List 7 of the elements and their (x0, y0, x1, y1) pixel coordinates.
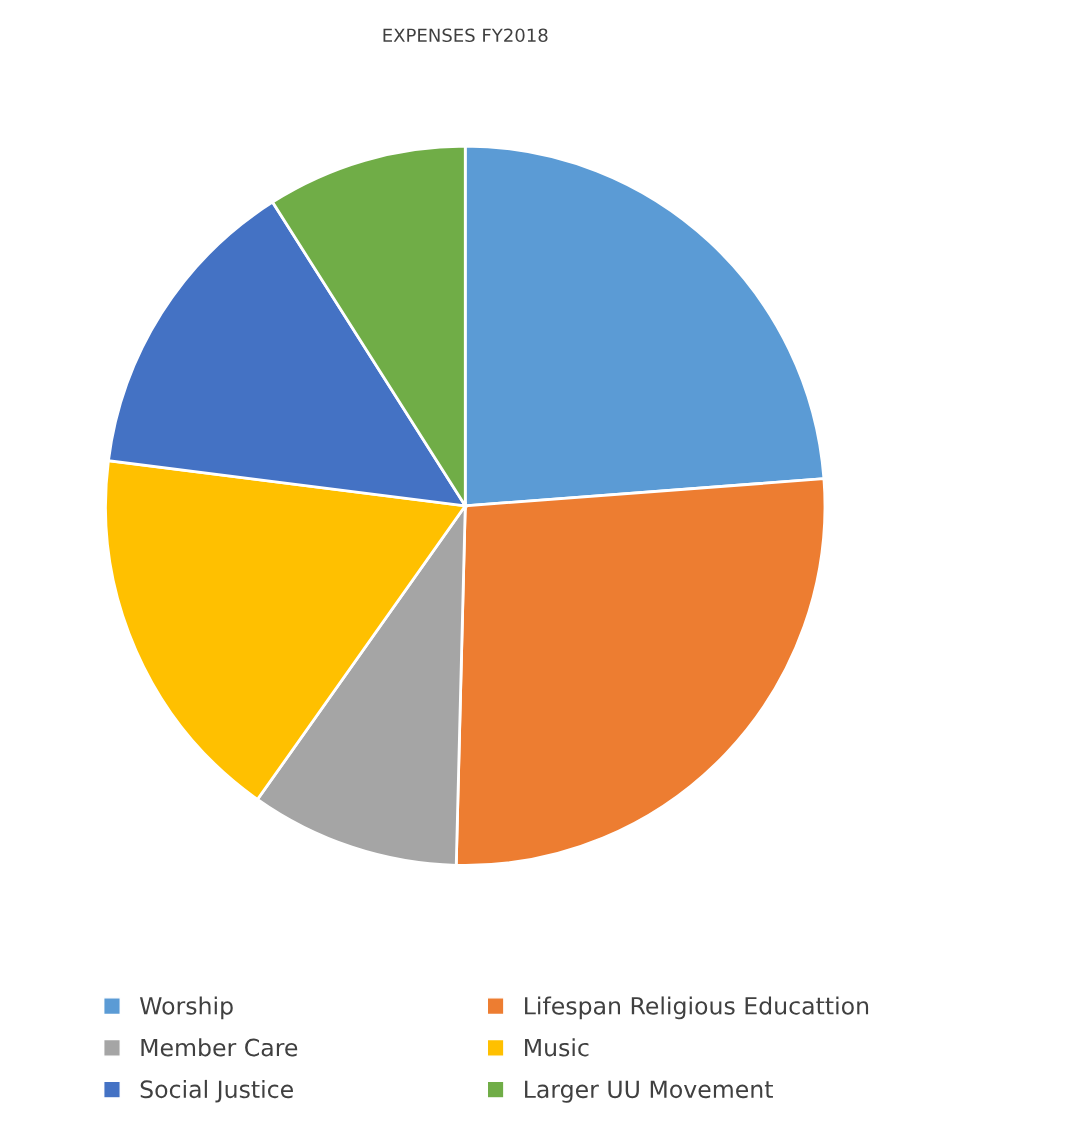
legend-label: Music (525, 1038, 589, 1057)
legend-label: Larger UU Movement (525, 1080, 773, 1103)
legend-label: Lifespan Religious Educattion (525, 996, 869, 1020)
legend-label: Worship (139, 996, 233, 1020)
chart-title: EXPENSES FY2018 (383, 28, 548, 43)
legend-label: Member Care (141, 1038, 298, 1057)
legend-label: Social Justice (140, 1079, 293, 1103)
